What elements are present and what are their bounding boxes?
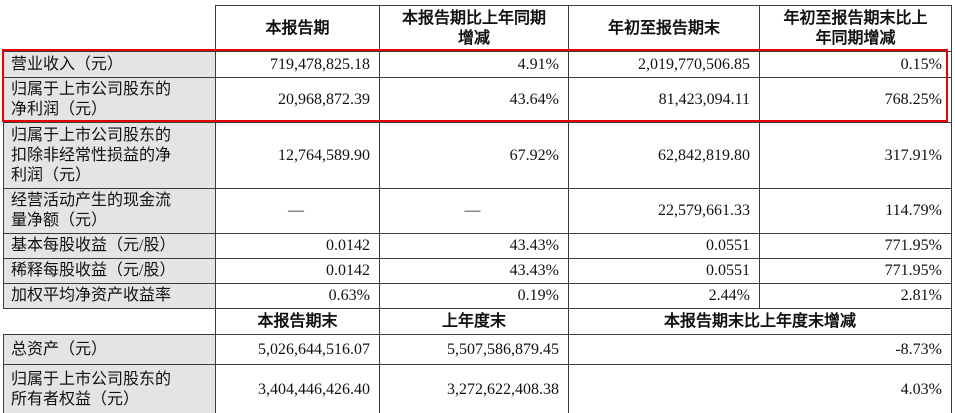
section1-header-row: 本报告期 本报告期比上年同期 增减 年初至报告期末 年初至报告期末比上 年同期增… [3, 5, 952, 52]
row-label: 归属于上市公司股东的 扣除非经常性损益的净 利润（元） [3, 122, 216, 189]
value-cell: 22,579,661.33 [568, 188, 760, 234]
value-cell: 43.64% [379, 77, 569, 123]
value-cell: -8.73% [568, 334, 952, 365]
col-header-current-period: 本报告期 [215, 5, 380, 52]
value-cell: 0.19% [379, 283, 569, 309]
row-basic-eps: 基本每股收益（元/股） 0.0142 43.43% 0.0551 771.95% [3, 233, 952, 259]
value-cell: 2.81% [759, 283, 952, 309]
value-cell: — [215, 188, 380, 234]
value-cell: 771.95% [759, 233, 952, 259]
value-cell: 81,423,094.11 [568, 77, 760, 123]
row-label: 归属于上市公司股东的 所有者权益（元） [3, 364, 216, 413]
value-cell: 0.63% [215, 283, 380, 309]
value-cell: 12,764,589.90 [215, 122, 380, 189]
row-owners-equity: 归属于上市公司股东的 所有者权益（元） 3,404,446,426.40 3,2… [3, 364, 952, 413]
row-label: 营业收入（元） [3, 51, 216, 78]
row-weighted-avg-roe: 加权平均净资产收益率 0.63% 0.19% 2.44% 2.81% [3, 283, 952, 309]
col-header-end-vs-prior-end: 本报告期末比上年度末增减 [568, 308, 952, 335]
col-header-period-end: 本报告期末 [215, 308, 380, 335]
col-header-prior-year-end: 上年度末 [379, 308, 569, 335]
row-net-profit-excl-nonrecurring: 归属于上市公司股东的 扣除非经常性损益的净 利润（元） 12,764,589.9… [3, 122, 952, 189]
col-header-ytd: 年初至报告期末 [568, 5, 760, 52]
value-cell: 719,478,825.18 [215, 51, 380, 78]
row-label: 归属于上市公司股东的 净利润（元） [3, 77, 216, 123]
value-cell: 317.91% [759, 122, 952, 189]
row-total-assets: 总资产（元） 5,026,644,516.07 5,507,586,879.45… [3, 334, 952, 365]
value-cell: 4.03% [568, 364, 952, 413]
value-cell: 20,968,872.39 [215, 77, 380, 123]
value-cell: 0.0142 [215, 258, 380, 284]
value-cell: 43.43% [379, 233, 569, 259]
value-cell: 5,026,644,516.07 [215, 334, 380, 365]
value-cell: 2.44% [568, 283, 760, 309]
row-label: 经营活动产生的现金流 量净额（元） [3, 188, 216, 234]
row-label: 稀释每股收益（元/股） [3, 258, 216, 284]
value-cell: 114.79% [759, 188, 952, 234]
value-cell: 0.0142 [215, 233, 380, 259]
value-cell: 0.0551 [568, 233, 760, 259]
value-cell: 0.15% [759, 51, 952, 78]
value-cell: 62,842,819.80 [568, 122, 760, 189]
row-operating-revenue: 营业收入（元） 719,478,825.18 4.91% 2,019,770,5… [3, 51, 952, 78]
value-cell: 768.25% [759, 77, 952, 123]
row-operating-cash-flow: 经营活动产生的现金流 量净额（元） — — 22,579,661.33 114.… [3, 188, 952, 234]
value-cell: 3,404,446,426.40 [215, 364, 380, 413]
row-label: 基本每股收益（元/股） [3, 233, 216, 259]
col-header-current-vs-prior: 本报告期比上年同期 增减 [379, 5, 569, 52]
section2-header-row: 本报告期末 上年度末 本报告期末比上年度末增减 [3, 308, 952, 335]
value-cell: 67.92% [379, 122, 569, 189]
row-diluted-eps: 稀释每股收益（元/股） 0.0142 43.43% 0.0551 771.95% [3, 258, 952, 284]
col-header-ytd-vs-prior: 年初至报告期末比上 年同期增减 [759, 5, 952, 52]
empty-corner-cell [3, 5, 216, 52]
value-cell: 0.0551 [568, 258, 760, 284]
value-cell: 2,019,770,506.85 [568, 51, 760, 78]
row-label: 加权平均净资产收益率 [3, 283, 216, 309]
value-cell: — [379, 188, 569, 234]
value-cell: 5,507,586,879.45 [379, 334, 569, 365]
value-cell: 3,272,622,408.38 [379, 364, 569, 413]
row-net-profit-attributable: 归属于上市公司股东的 净利润（元） 20,968,872.39 43.64% 8… [3, 77, 952, 123]
value-cell: 43.43% [379, 258, 569, 284]
value-cell: 4.91% [379, 51, 569, 78]
quarterly-financials-table: 本报告期 本报告期比上年同期 增减 年初至报告期末 年初至报告期末比上 年同期增… [3, 5, 952, 413]
empty-corner-cell [3, 308, 216, 335]
value-cell: 771.95% [759, 258, 952, 284]
row-label: 总资产（元） [3, 334, 216, 365]
